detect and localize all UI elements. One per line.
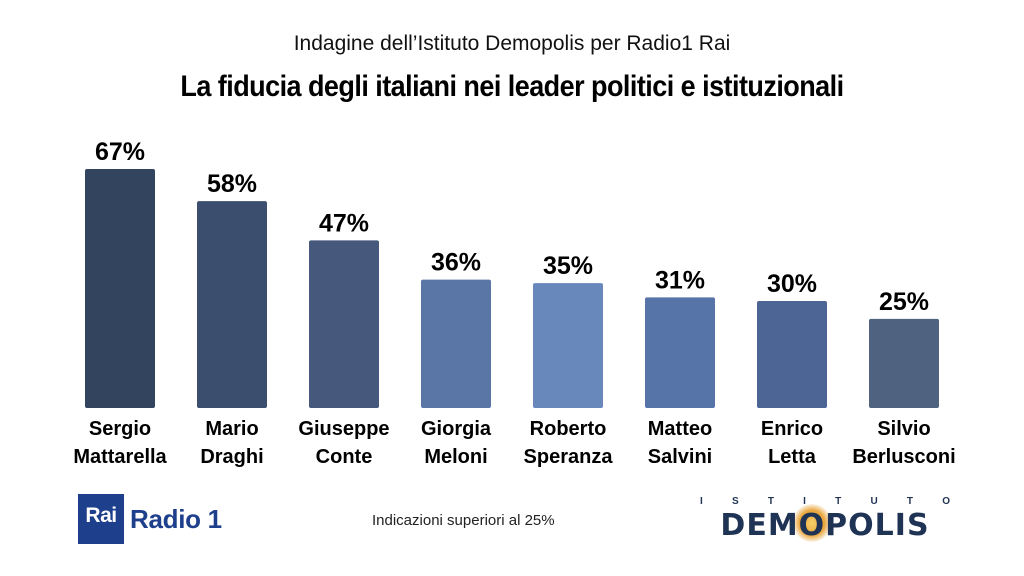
istituto-letter: T (835, 496, 842, 507)
category-label: Roberto (530, 418, 607, 440)
bar-2 (309, 240, 379, 408)
category-label: Matteo (648, 418, 712, 440)
value-label: 47% (319, 209, 369, 237)
value-label: 31% (655, 266, 705, 294)
bar-0 (85, 169, 155, 408)
bar-chart: 67% Sergio Mattarella 58% Mario Draghi 47% Gius… (73, 138, 955, 468)
value-label: 35% (543, 252, 593, 280)
footnote: Indicazioni superiori al 25% (372, 512, 555, 529)
category-label: Berlusconi (852, 446, 955, 468)
category-label: Giorgia (421, 418, 492, 440)
istituto-letter: T (906, 496, 914, 507)
bar-4 (533, 283, 603, 408)
category-label: Giuseppe (298, 418, 389, 440)
bar-6 (757, 300, 827, 408)
demopolis-logo: I S T I T U T O DEMOPOLIS (700, 496, 950, 543)
istituto-letter: T (767, 496, 774, 507)
category-label: Enrico (761, 418, 823, 440)
rai-logo-text: Rai (85, 504, 117, 527)
radio1-logo-text: Radio 1 (130, 504, 222, 534)
value-label: 67% (95, 138, 145, 166)
bar-7 (869, 318, 939, 408)
category-label: Silvio (877, 418, 930, 440)
category-label: Conte (316, 446, 373, 468)
istituto-letter: S (731, 496, 739, 507)
bar-1 (197, 201, 267, 408)
category-label: Letta (768, 446, 817, 468)
bar-3 (421, 279, 491, 408)
category-label: Sergio (89, 418, 151, 440)
chart-title: La fiducia degli italiani nei leader pol… (180, 70, 844, 103)
value-label: 36% (431, 249, 481, 277)
istituto-letter: I (803, 496, 806, 507)
category-label: Draghi (200, 446, 263, 468)
bar-5 (645, 297, 715, 408)
value-label: 25% (879, 288, 929, 316)
istituto-letter: U (870, 496, 878, 507)
sun-icon (792, 504, 832, 542)
istituto-letter: I (700, 496, 703, 507)
value-label: 30% (767, 270, 817, 298)
chart-subtitle: Indagine dell’Istituto Demopolis per Rad… (293, 32, 731, 55)
category-label: Meloni (424, 446, 487, 468)
istituto-letter: O (942, 496, 950, 507)
value-label: 58% (207, 170, 257, 198)
category-label: Speranza (524, 446, 614, 468)
category-label: Mattarella (73, 446, 167, 468)
demopolis-wordmark: DEMOPOLIS (720, 508, 930, 543)
category-label: Mario (205, 418, 258, 440)
category-label: Salvini (648, 446, 712, 468)
rai-logo-box: Rai (78, 494, 124, 544)
